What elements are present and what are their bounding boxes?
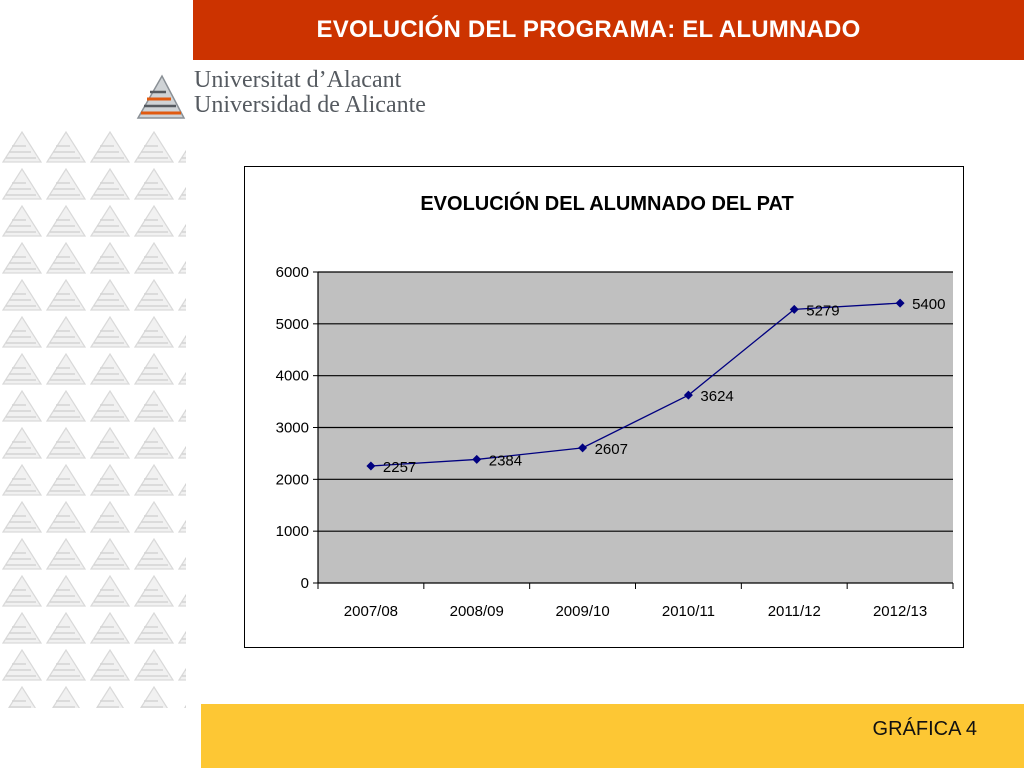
data-label: 2607 [595, 441, 628, 458]
x-tick-label: 2011/12 [768, 603, 821, 620]
figure-label: GRÁFICA 4 [872, 718, 977, 740]
x-tick-label: 2007/08 [344, 603, 398, 620]
series-line [370, 302, 901, 467]
x-tick-label: 2009/10 [555, 603, 609, 620]
page-title: EVOLUCIÓN DEL PROGRAMA: EL ALUMNADO [316, 16, 861, 43]
header-bar: EVOLUCIÓN DEL PROGRAMA: EL ALUMNADO [193, 0, 1024, 60]
data-label: 3624 [700, 388, 733, 405]
data-label: 5279 [806, 302, 839, 319]
y-tick-label: 3000 [276, 420, 309, 437]
university-logo: Universitat d’Alacant Universidad de Ali… [136, 68, 436, 124]
data-label: 2384 [489, 452, 522, 469]
data-label: 5400 [912, 296, 945, 313]
data-point [578, 443, 588, 453]
x-tick-label: 2012/13 [873, 603, 927, 620]
chart-frame: EVOLUCIÓN DEL ALUMNADO DEL PAT 0 1000 2000… [244, 166, 964, 648]
data-label: 2257 [383, 459, 416, 476]
y-tick-label: 5000 [276, 316, 309, 333]
data-point [895, 298, 905, 308]
y-tick-label: 0 [301, 575, 309, 592]
university-logo-icon [136, 70, 186, 120]
y-tick-label: 6000 [276, 264, 309, 281]
y-tick-label: 2000 [276, 471, 309, 488]
university-name-valencian: Universitat d’Alacant [194, 67, 402, 93]
x-tick-label: 2008/09 [450, 603, 504, 620]
footer-bar: GRÁFICA 4 [201, 704, 1024, 768]
y-tick-label: 4000 [276, 368, 309, 385]
y-tick-label: 1000 [276, 523, 309, 540]
line-chart: EVOLUCIÓN DEL ALUMNADO DEL PAT 0 1000 2000… [276, 191, 954, 620]
data-point [789, 304, 799, 314]
data-point [472, 454, 482, 464]
chart-title: EVOLUCIÓN DEL ALUMNADO DEL PAT [420, 191, 793, 215]
decorative-triangle-pattern [0, 128, 186, 708]
x-tick-label: 2010/11 [662, 603, 715, 620]
university-name: Universitat d’Alacant Universidad de Ali… [194, 68, 426, 118]
data-point [683, 390, 693, 400]
university-name-spanish: Universidad de Alicante [194, 92, 426, 118]
